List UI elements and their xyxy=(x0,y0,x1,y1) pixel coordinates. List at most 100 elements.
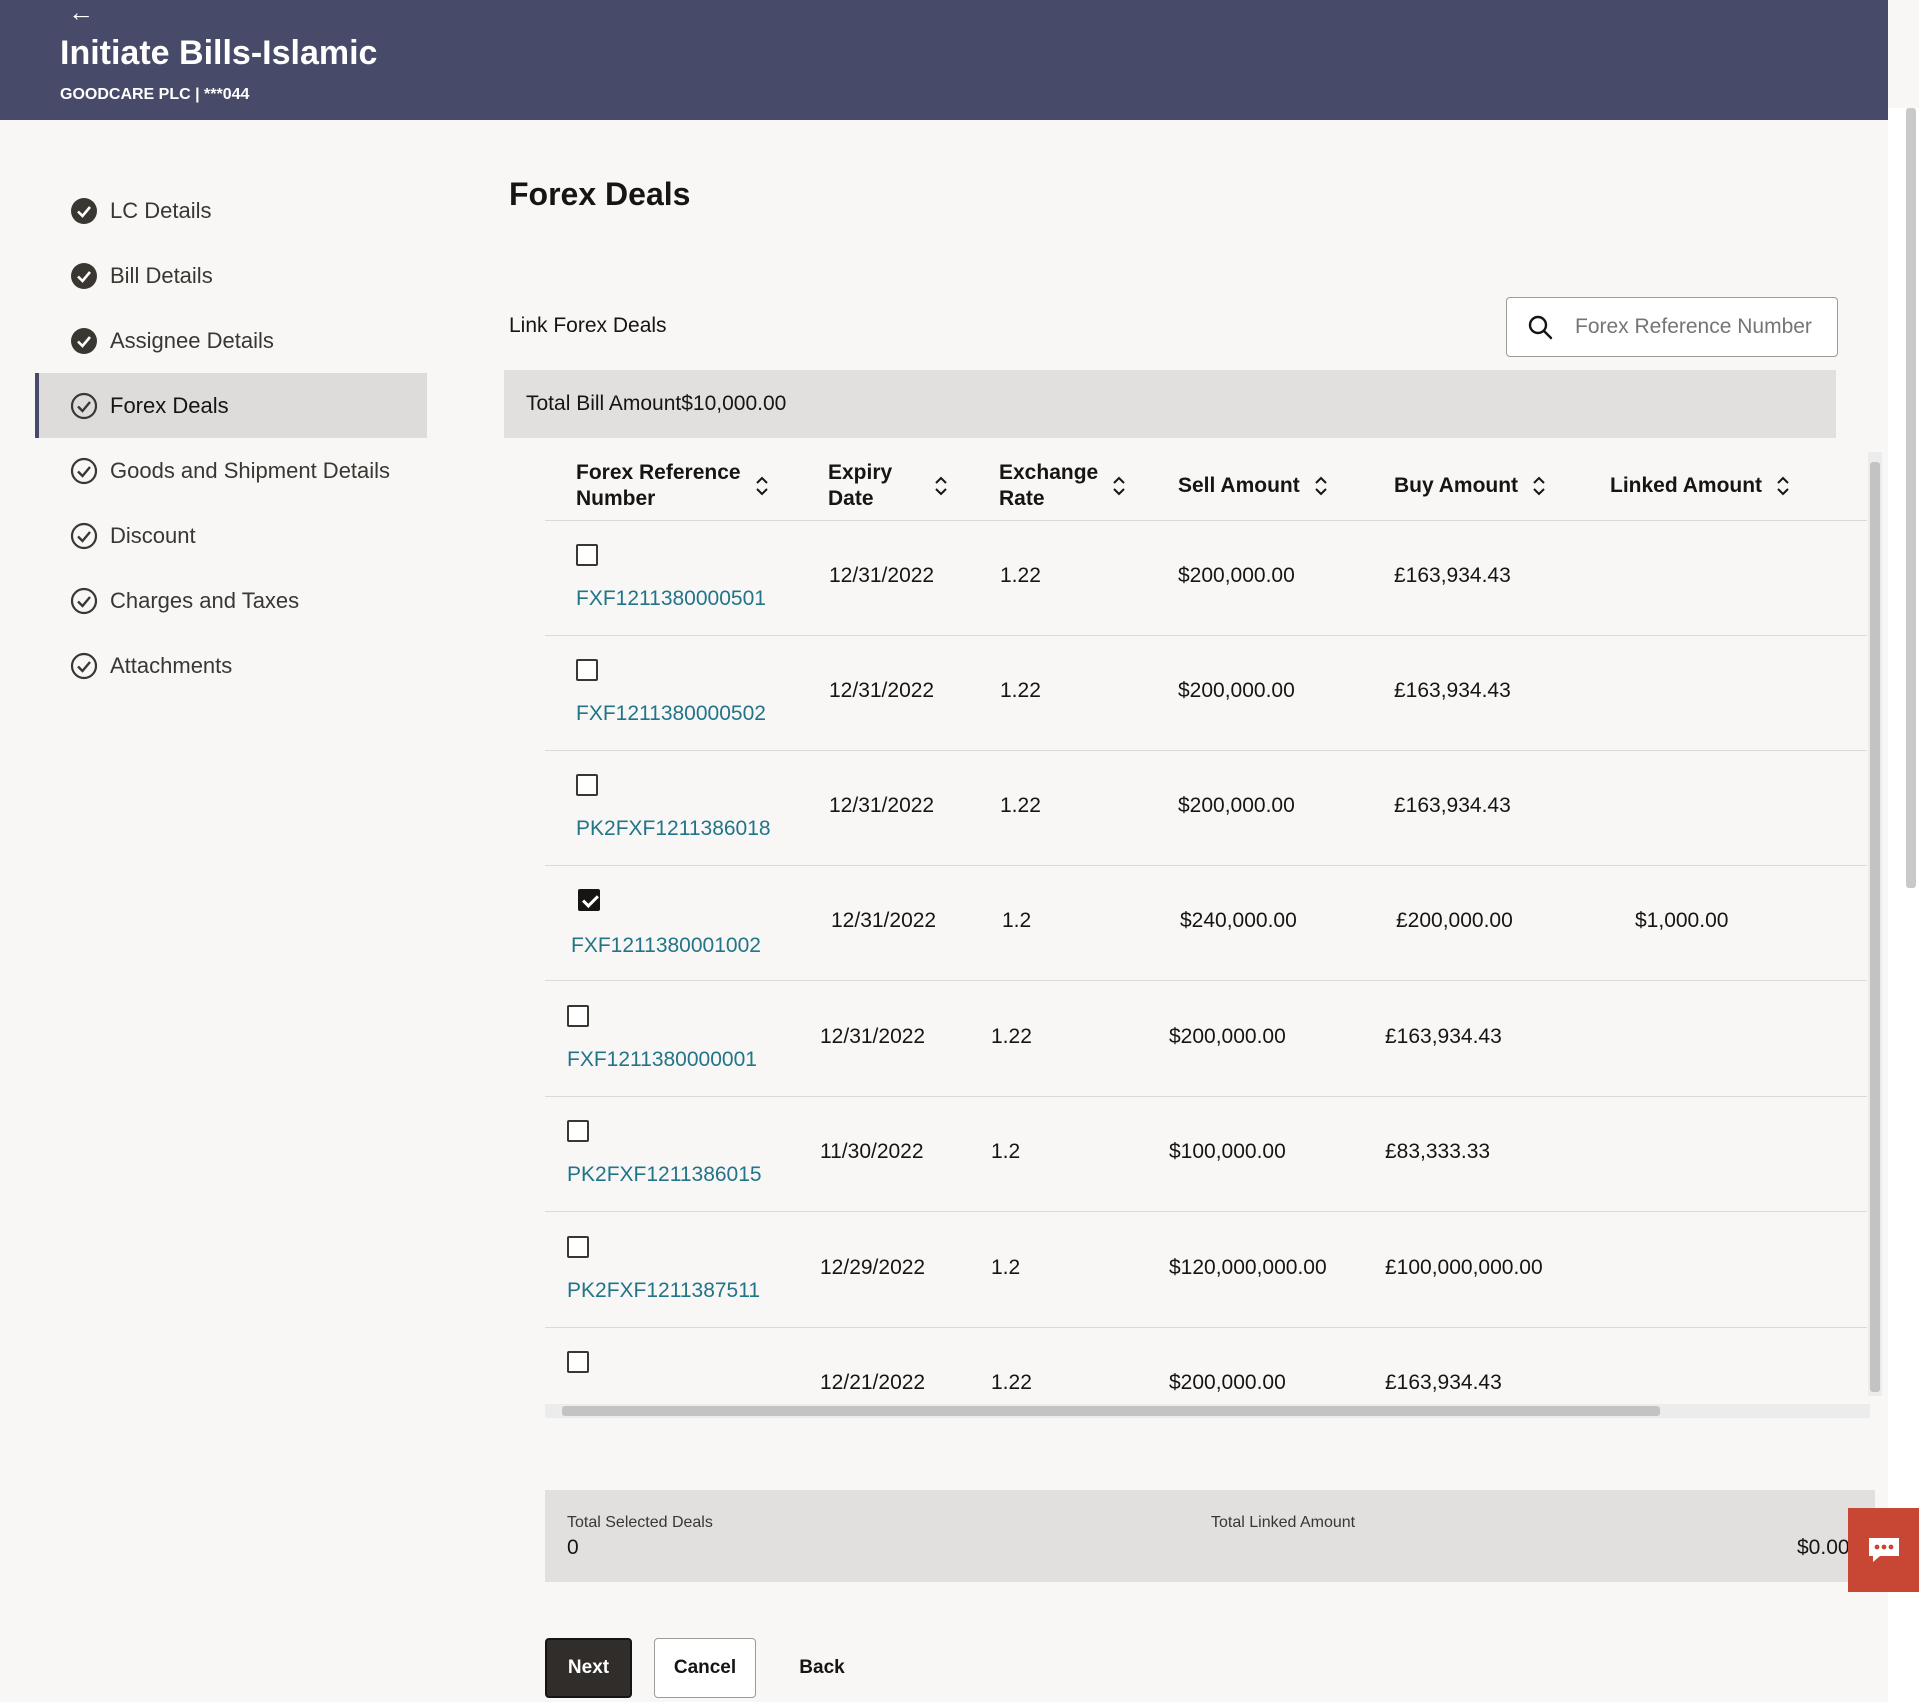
step-lc-details[interactable]: LC Details xyxy=(35,178,427,243)
sort-icon[interactable] xyxy=(934,475,948,497)
table-horizontal-scroll-thumb[interactable] xyxy=(562,1406,1660,1416)
table-row: 12/21/2022 1.22 $200,000.00 £163,934.43 xyxy=(545,1328,1867,1418)
buy-amount-cell: £100,000,000.00 xyxy=(1385,1256,1543,1279)
check-circle-filled-icon xyxy=(71,327,97,354)
buy-amount-cell: £83,333.33 xyxy=(1385,1140,1491,1163)
step-label: LC Details xyxy=(110,197,212,223)
table-row: PK2FXF1211387511 12/29/2022 1.2 $120,000… xyxy=(545,1213,1867,1328)
sell-amount-cell: $120,000,000.00 xyxy=(1169,1256,1327,1279)
chat-icon xyxy=(1868,1538,1899,1562)
step-goods-and-shipment-details[interactable]: Goods and Shipment Details xyxy=(35,438,427,503)
step-label: Charges and Taxes xyxy=(110,587,300,613)
forex-reference-link[interactable]: FXF1211380001002 xyxy=(571,934,761,957)
table-vertical-scroll-thumb[interactable] xyxy=(1870,462,1880,1392)
step-label: Forex Deals xyxy=(110,392,229,418)
table-row: FXF1211380000501 12/31/2022 1.22 $200,00… xyxy=(545,521,1867,636)
row-select-checkbox[interactable] xyxy=(567,1351,589,1373)
expiry-date-cell: 12/31/2022 xyxy=(831,909,937,932)
expiry-date-cell: 12/31/2022 xyxy=(829,679,935,702)
exchange-rate-cell: 1.2 xyxy=(1002,909,1032,932)
check-circle-filled-icon xyxy=(71,262,97,289)
step-label: Goods and Shipment Details xyxy=(110,457,391,483)
page-scrollbar[interactable] xyxy=(1906,108,1916,888)
sell-amount-cell: $200,000.00 xyxy=(1178,679,1295,702)
exchange-rate-cell: 1.22 xyxy=(1000,679,1041,702)
buy-amount-cell: £163,934.43 xyxy=(1394,794,1511,817)
section-title: Forex Deals xyxy=(509,176,691,212)
sell-amount-cell: $200,000.00 xyxy=(1178,564,1295,587)
table-row: PK2FXF1211386015 11/30/2022 1.2 $100,000… xyxy=(545,1097,1867,1212)
chat-button[interactable] xyxy=(1848,1508,1919,1592)
search-icon xyxy=(1528,315,1553,340)
table-row: FXF1211380000001 12/31/2022 1.22 $200,00… xyxy=(545,982,1867,1097)
link-forex-deals-label: Link Forex Deals xyxy=(509,314,667,337)
sort-icon[interactable] xyxy=(1532,475,1546,497)
total-bill-amount-bar: Total Bill Amount$10,000.00 xyxy=(504,370,1836,438)
exchange-rate-cell: 1.2 xyxy=(991,1256,1021,1279)
col-header-expiry-date[interactable]: Expiry Date xyxy=(828,460,948,512)
deals-summary-bar: Total Selected Deals 0 Total Linked Amou… xyxy=(545,1490,1875,1582)
step-label: Bill Details xyxy=(110,262,213,288)
total-selected-deals-value: 0 xyxy=(567,1536,579,1559)
buy-amount-cell: £163,934.43 xyxy=(1394,679,1511,702)
cancel-button[interactable]: Cancel xyxy=(654,1638,756,1698)
forex-reference-link[interactable]: FXF1211380000501 xyxy=(576,587,766,610)
expiry-date-cell: 11/30/2022 xyxy=(820,1140,924,1163)
expiry-date-cell: 12/21/2022 xyxy=(820,1371,926,1394)
step-discount[interactable]: Discount xyxy=(35,503,427,568)
sell-amount-cell: $200,000.00 xyxy=(1169,1371,1286,1394)
forex-reference-link[interactable]: FXF1211380000001 xyxy=(567,1048,757,1071)
forex-reference-link[interactable]: PK2FXF1211386015 xyxy=(567,1163,762,1186)
row-select-checkbox[interactable] xyxy=(567,1236,589,1258)
step-forex-deals[interactable]: Forex Deals xyxy=(35,373,427,438)
party-account-label: GOODCARE PLC | ***044 xyxy=(60,86,250,103)
check-circle-outline-icon xyxy=(70,457,98,484)
row-select-checkbox[interactable] xyxy=(578,889,600,911)
row-select-checkbox[interactable] xyxy=(576,659,598,681)
forex-reference-link[interactable]: PK2FXF1211387511 xyxy=(567,1279,761,1302)
exchange-rate-cell: 1.22 xyxy=(991,1025,1032,1048)
table-row: PK2FXF1211386018 12/31/2022 1.22 $200,00… xyxy=(545,751,1867,866)
page-title: Initiate Bills-Islamic xyxy=(60,34,378,72)
step-attachments[interactable]: Attachments xyxy=(35,633,427,698)
sort-icon[interactable] xyxy=(755,475,769,497)
expiry-date-cell: 12/29/2022 xyxy=(820,1256,926,1279)
col-header-linked-amount[interactable]: Linked Amount xyxy=(1610,473,1790,499)
sell-amount-cell: $240,000.00 xyxy=(1180,909,1297,932)
col-header-buy-amount[interactable]: Buy Amount xyxy=(1394,473,1546,499)
exchange-rate-cell: 1.2 xyxy=(991,1140,1021,1163)
page-header: ← Initiate Bills-Islamic GOODCARE PLC | … xyxy=(0,0,1888,120)
col-header-forex-reference[interactable]: Forex Reference Number xyxy=(576,460,769,512)
buy-amount-cell: £163,934.43 xyxy=(1394,564,1511,587)
col-header-exchange-rate[interactable]: Exchange Rate xyxy=(999,460,1126,512)
row-select-checkbox[interactable] xyxy=(576,544,598,566)
forex-search-box[interactable] xyxy=(1506,297,1838,357)
row-select-checkbox[interactable] xyxy=(567,1005,589,1027)
row-select-checkbox[interactable] xyxy=(576,774,598,796)
col-header-sell-amount[interactable]: Sell Amount xyxy=(1178,473,1328,499)
sort-icon[interactable] xyxy=(1314,475,1328,497)
next-button[interactable]: Next xyxy=(545,1638,632,1698)
check-circle-outline-icon xyxy=(70,392,98,419)
forex-reference-search-input[interactable] xyxy=(1575,315,1835,339)
back-arrow-icon[interactable]: ← xyxy=(68,0,94,27)
exchange-rate-cell: 1.22 xyxy=(1000,794,1041,817)
forex-reference-link[interactable]: PK2FXF1211386018 xyxy=(576,817,771,840)
linked-amount-cell: $1,000.00 xyxy=(1635,909,1729,932)
back-button[interactable]: Back xyxy=(782,1638,862,1698)
step-assignee-details[interactable]: Assignee Details xyxy=(35,308,427,373)
total-linked-amount-label: Total Linked Amount xyxy=(1211,1514,1356,1531)
table-row: FXF1211380000502 12/31/2022 1.22 $200,00… xyxy=(545,636,1867,751)
expiry-date-cell: 12/31/2022 xyxy=(820,1025,926,1048)
step-bill-details[interactable]: Bill Details xyxy=(35,243,427,308)
sort-icon[interactable] xyxy=(1776,475,1790,497)
table-header: Forex Reference Number Expiry Date Exchang… xyxy=(545,448,1867,521)
sort-icon[interactable] xyxy=(1112,475,1126,497)
check-circle-filled-icon xyxy=(71,197,97,224)
row-select-checkbox[interactable] xyxy=(567,1120,589,1142)
forex-reference-link[interactable]: FXF1211380000502 xyxy=(576,702,766,725)
step-charges-and-taxes[interactable]: Charges and Taxes xyxy=(35,568,427,633)
step-label: Attachments xyxy=(110,652,233,678)
sell-amount-cell: $200,000.00 xyxy=(1178,794,1295,817)
check-circle-outline-icon xyxy=(70,652,98,679)
